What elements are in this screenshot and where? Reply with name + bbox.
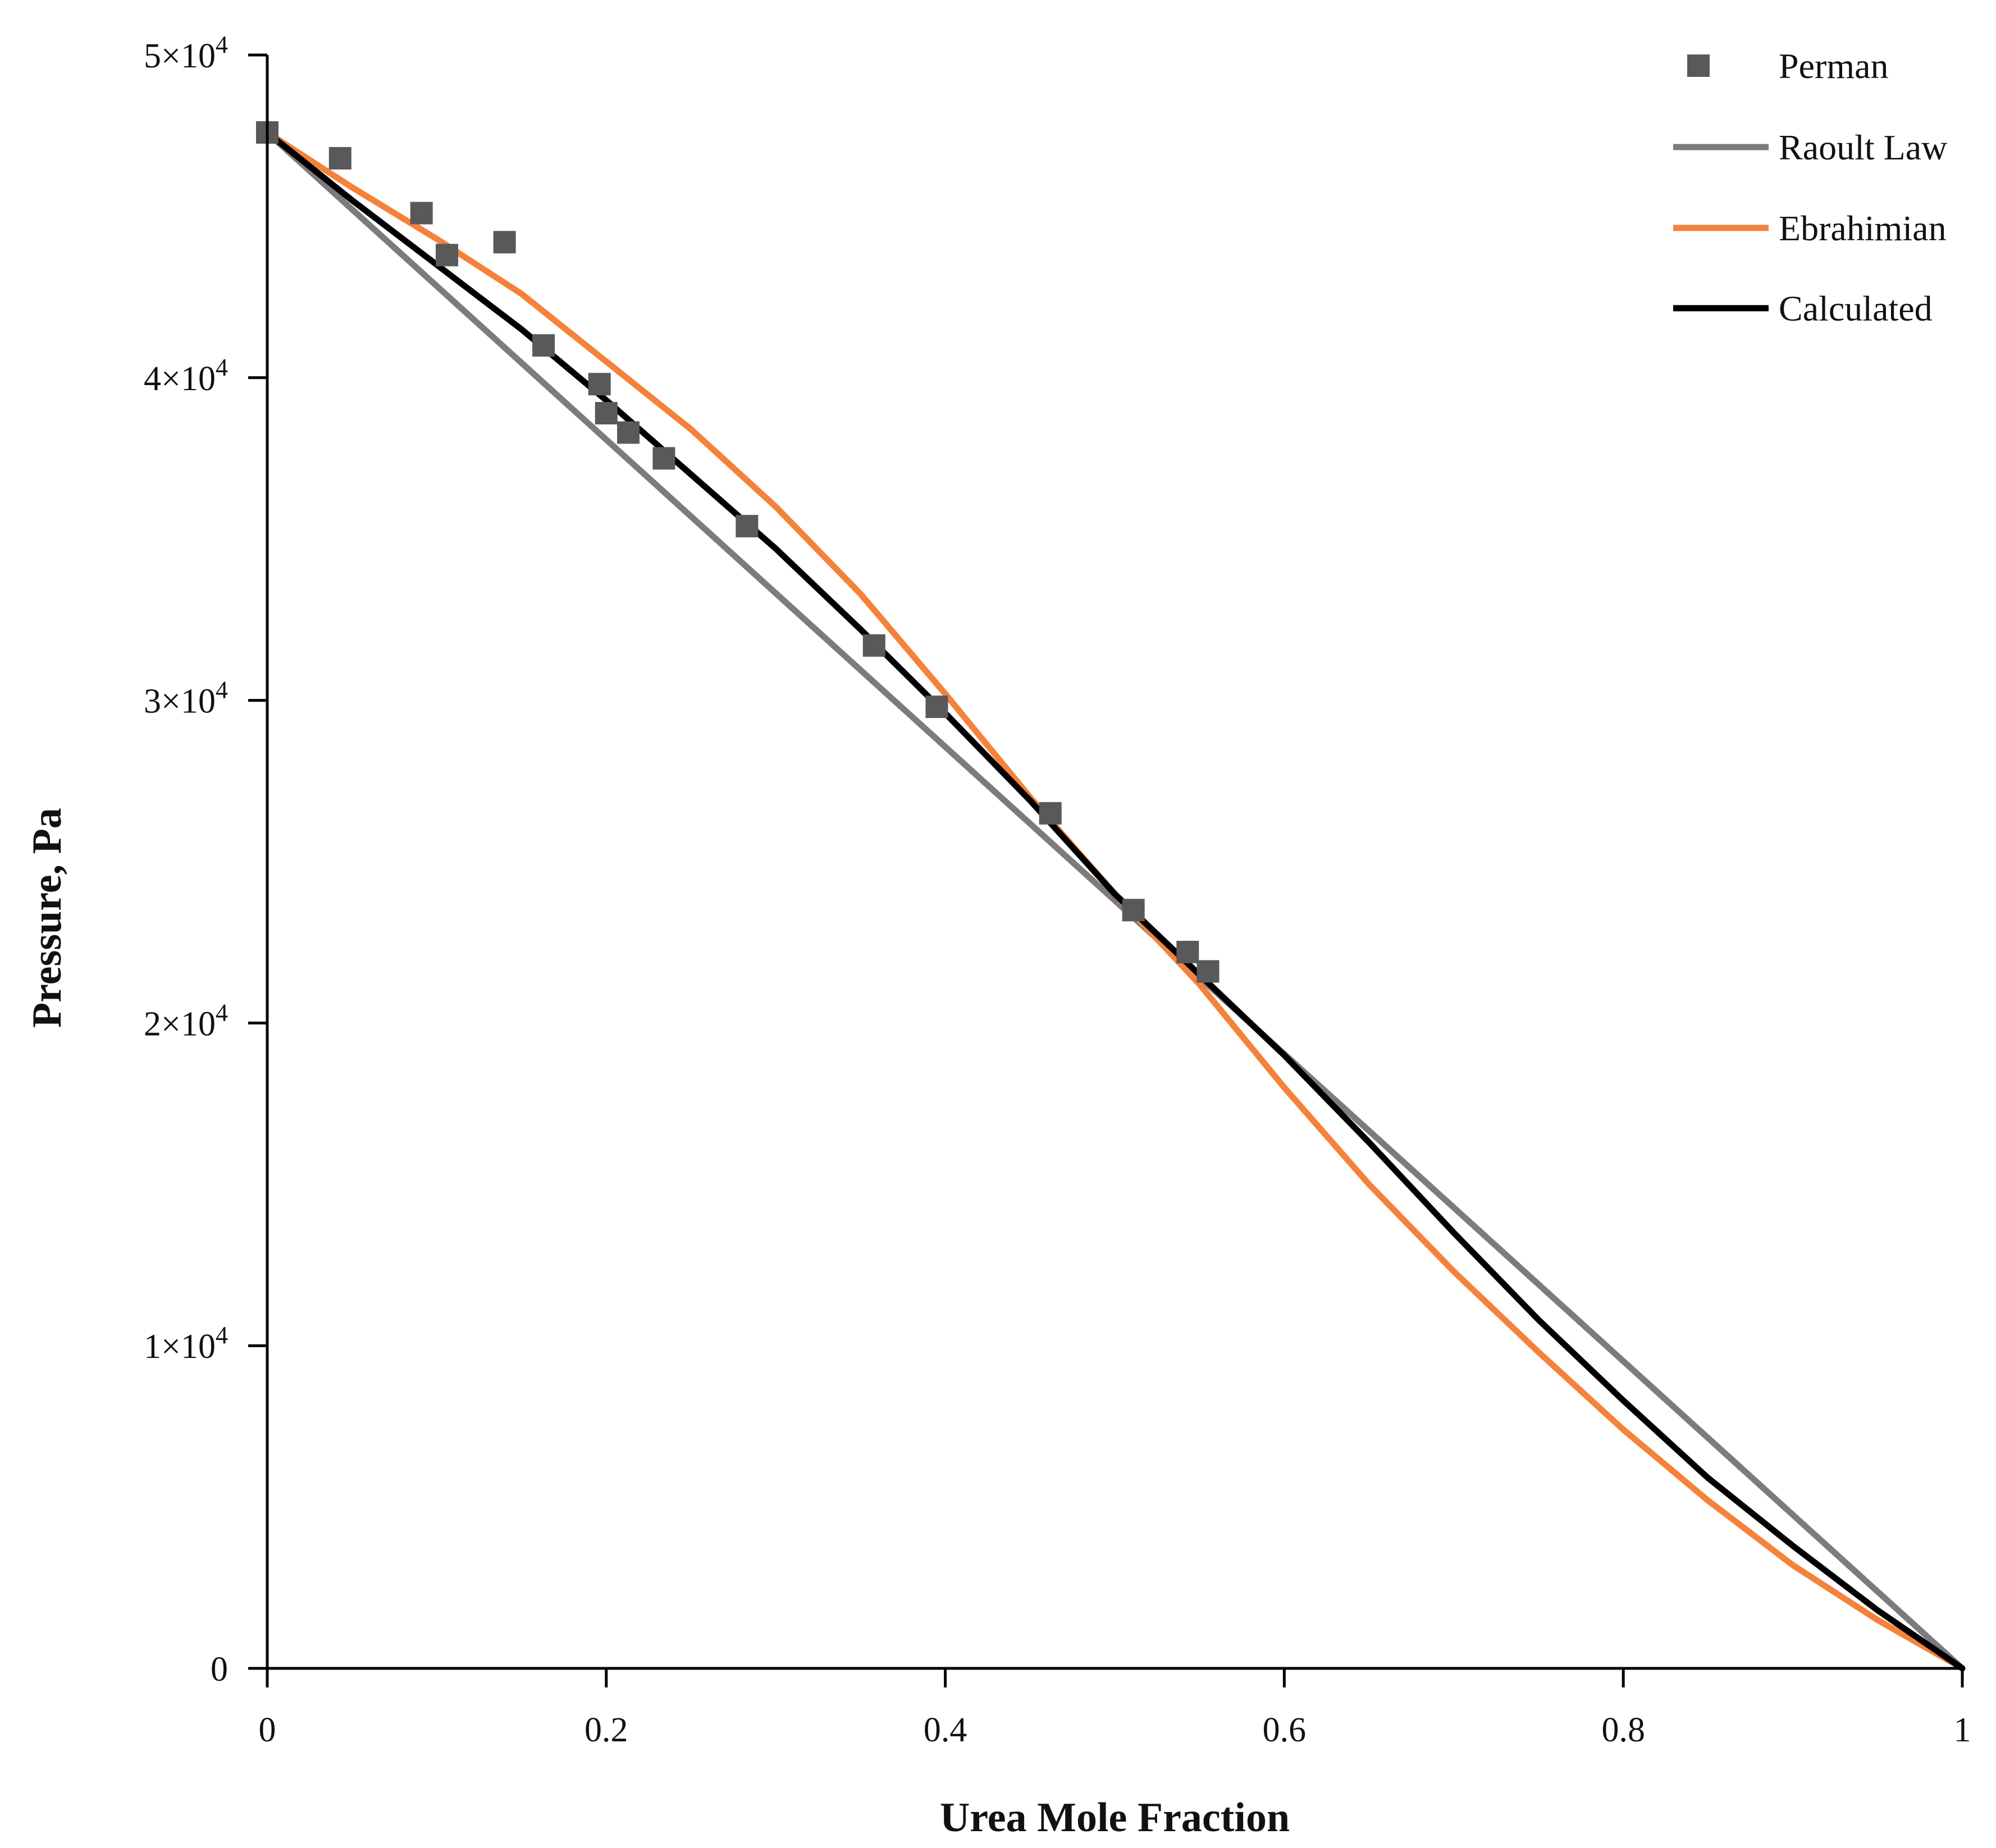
data-point-perman (862, 634, 885, 657)
data-point-perman (595, 402, 618, 425)
data-point-perman (617, 421, 640, 444)
series-markers-perman (256, 121, 1219, 983)
data-point-perman (532, 334, 555, 357)
y-tick-label: 2×104 (144, 999, 228, 1043)
y-tick-mantissa: 3×10 (144, 683, 216, 721)
x-tick-label: 0 (259, 1711, 276, 1749)
data-point-perman (1176, 940, 1199, 963)
legend-label-perman: Perman (1779, 46, 1889, 86)
data-point-perman (736, 515, 759, 538)
legend-label-ebrahimian: Ebrahimian (1779, 208, 1947, 248)
x-tick-label: 0.2 (584, 1711, 628, 1749)
data-point-perman (410, 202, 433, 225)
y-tick-mantissa: 4×10 (144, 360, 216, 398)
legend: Perman Raoult Law Ebrahimian Calculated (1673, 46, 1947, 328)
data-point-perman (436, 244, 459, 267)
series-layer (256, 121, 1966, 1672)
legend-label-raoult-law: Raoult Law (1779, 127, 1947, 167)
x-tick-label: 1 (1954, 1711, 1971, 1749)
y-tick-mantissa: 1×10 (144, 1328, 216, 1366)
x-axis-title: Urea Mole Fraction (940, 1795, 1290, 1841)
series-line-raoult-law (264, 129, 1966, 1672)
legend-swatch-perman (1687, 54, 1710, 77)
x-tick-label: 0.8 (1601, 1711, 1645, 1749)
data-point-perman (493, 231, 516, 254)
data-point-perman (588, 373, 611, 396)
y-tick-exponent: 4 (216, 676, 228, 704)
y-tick-label: 4×104 (144, 354, 228, 398)
y-tick-mantissa: 0 (211, 1650, 228, 1689)
y-tick-label: 0 (211, 1650, 228, 1689)
y-tick-exponent: 4 (216, 999, 228, 1026)
data-point-perman (652, 447, 675, 470)
y-tick-label: 1×104 (144, 1321, 228, 1366)
y-axis-title: Pressure, Pa (24, 808, 70, 1028)
data-point-perman (925, 696, 948, 719)
y-tick-exponent: 4 (216, 354, 228, 381)
legend-label-calculated: Calculated (1779, 289, 1933, 328)
y-tick-label: 3×104 (144, 676, 228, 721)
y-tick-mantissa: 2×10 (144, 1005, 216, 1043)
y-tick-label: 5×104 (144, 31, 228, 75)
y-tick-exponent: 4 (216, 1321, 228, 1349)
x-axis-ticks: 0 0.2 0.4 0.6 0.8 1 (259, 1668, 1971, 1749)
data-point-perman (1196, 960, 1219, 983)
data-point-perman (1039, 802, 1062, 825)
data-point-perman (328, 147, 351, 170)
y-tick-exponent: 4 (216, 31, 228, 58)
data-point-perman (1122, 899, 1145, 922)
y-tick-mantissa: 5×10 (144, 37, 216, 75)
axes: 0 0.2 0.4 0.6 0.8 1 01×1042×1043×1044×1045×10… (144, 31, 1971, 1749)
x-tick-label: 0.4 (924, 1711, 967, 1749)
x-tick-label: 0.6 (1263, 1711, 1307, 1749)
